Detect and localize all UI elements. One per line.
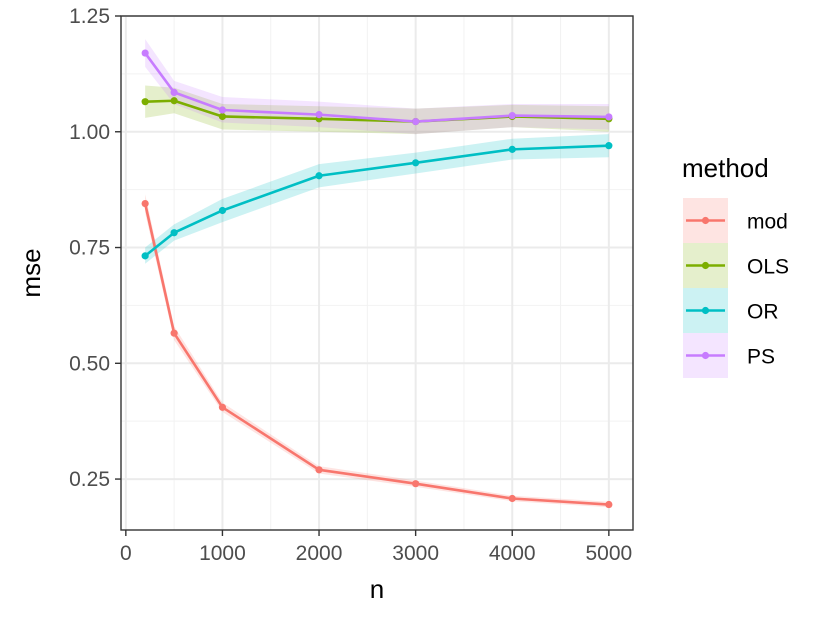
legend-label-or: OR (747, 301, 779, 324)
series-points (141, 49, 613, 509)
point-mod-1 (170, 329, 178, 337)
y-axis: 0.25 0.50 0.75 1.00 1.25 (69, 5, 121, 491)
point-mod-6 (605, 500, 613, 509)
point-ps-2 (218, 106, 227, 114)
x-tick-label-4: 4000 (489, 542, 536, 565)
point-mod-3 (315, 466, 323, 474)
point-or-0 (141, 252, 149, 260)
point-or-1 (170, 229, 178, 237)
y-tick-label-4: 1.25 (69, 5, 110, 28)
legend-key-point-ols (701, 261, 710, 270)
point-or-4 (412, 159, 420, 167)
point-ps-6 (605, 113, 613, 121)
ribbon-ps (145, 39, 609, 135)
legend-item-ols: OLS (683, 243, 789, 288)
point-mod-4 (412, 480, 420, 488)
point-ps-5 (508, 111, 516, 120)
x-tick-label-0: 0 (120, 542, 132, 565)
point-mod-2 (218, 403, 227, 411)
point-ps-3 (315, 111, 323, 119)
x-axis-title: n (370, 574, 384, 604)
legend-item-ps: PS (683, 333, 775, 378)
point-ols-1 (170, 97, 178, 105)
point-or-6 (605, 142, 613, 150)
legend-label-ps: PS (747, 346, 775, 369)
y-tick-label-2: 0.75 (69, 237, 110, 260)
plot-panel-border (120, 15, 634, 531)
legend-label-mod: mod (747, 211, 788, 234)
point-ols-2 (218, 112, 227, 121)
point-ps-4 (412, 117, 420, 126)
legend-title: method (682, 153, 769, 183)
legend-key-point-or (701, 306, 710, 315)
point-ols-0 (141, 98, 149, 106)
ribbon-ols (145, 85, 609, 135)
point-ps-0 (141, 49, 149, 57)
legend-item-mod: mod (683, 198, 788, 243)
legend: method mod OLS OR PS (682, 153, 789, 378)
x-tick-label-2: 2000 (296, 542, 343, 565)
x-tick-label-1: 1000 (199, 542, 246, 565)
x-tick-label-3: 3000 (392, 542, 439, 565)
y-tick-label-3: 1.00 (69, 121, 110, 144)
point-mod-5 (508, 494, 516, 503)
ribbon-mod (145, 194, 609, 508)
point-or-2 (218, 206, 227, 215)
y-tick-label-0: 0.25 (69, 468, 110, 491)
point-or-5 (508, 145, 516, 153)
y-axis-title: mse (16, 248, 46, 297)
point-ps-1 (170, 88, 178, 97)
legend-item-or: OR (683, 288, 779, 333)
y-tick-label-1: 0.50 (69, 352, 110, 375)
legend-key-point-ps (701, 351, 710, 360)
point-mod-0 (141, 199, 149, 208)
x-tick-label-5: 5000 (585, 542, 632, 565)
plot-panel-background (121, 16, 633, 530)
legend-key-point-mod (701, 216, 710, 225)
x-axis: 0 1000 2000 3000 4000 5000 (120, 530, 632, 565)
legend-label-ols: OLS (747, 256, 789, 279)
point-or-3 (315, 172, 323, 180)
